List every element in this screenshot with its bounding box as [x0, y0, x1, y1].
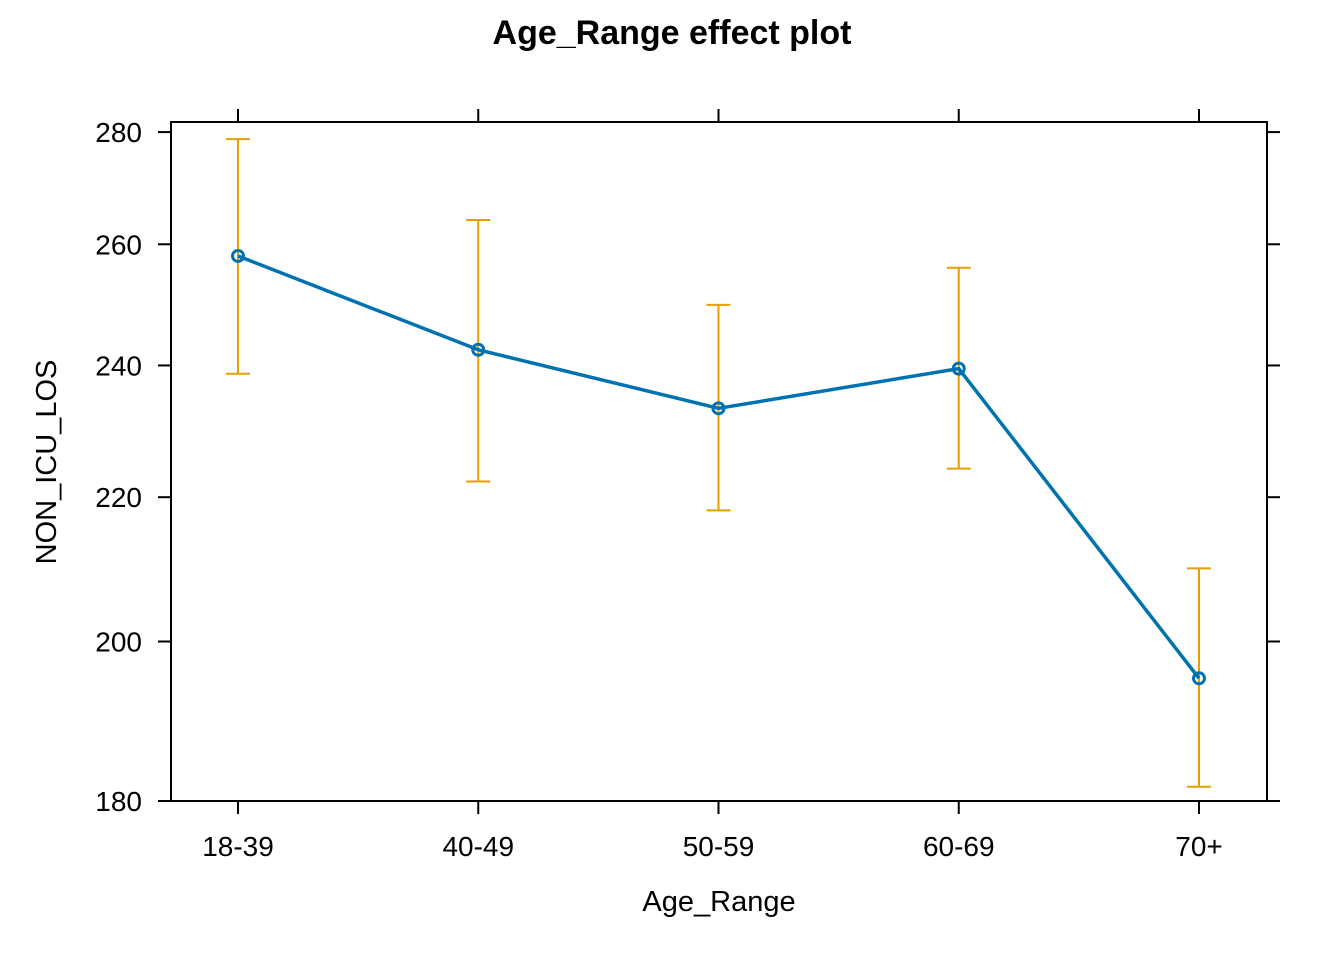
y-tick-label: 240 [95, 350, 142, 381]
error-bars [226, 138, 1211, 788]
effect-lines [237, 254, 1201, 680]
effect-points [231, 248, 1206, 686]
y-tick-label: 280 [95, 117, 142, 148]
axes: 180 200 220 240 260 280 18-39 40-49 50-59 60-69 70… [95, 109, 1280, 862]
y-tick-label: 220 [95, 482, 142, 513]
y-axis-label: NON_ICU_LOS [31, 360, 63, 565]
effect-line [237, 254, 1201, 680]
x-axis-label: Age_Range [642, 886, 795, 918]
x-tick-label: 50-59 [683, 831, 755, 862]
y-tick-label: 260 [95, 229, 142, 260]
effect-point [231, 248, 245, 263]
chart-title: Age_Range effect plot [493, 14, 852, 52]
effect-point [471, 342, 486, 357]
effect-point [951, 361, 966, 376]
x-tick-label: 70+ [1175, 831, 1223, 862]
x-tick-label: 60-69 [923, 831, 995, 862]
x-tick-label: 40-49 [442, 831, 514, 862]
x-tick-label: 18-39 [202, 831, 274, 862]
y-tick-label: 200 [95, 626, 142, 657]
effect-point [711, 401, 726, 416]
effect-point [1192, 671, 1206, 686]
y-tick-label: 180 [95, 786, 142, 817]
